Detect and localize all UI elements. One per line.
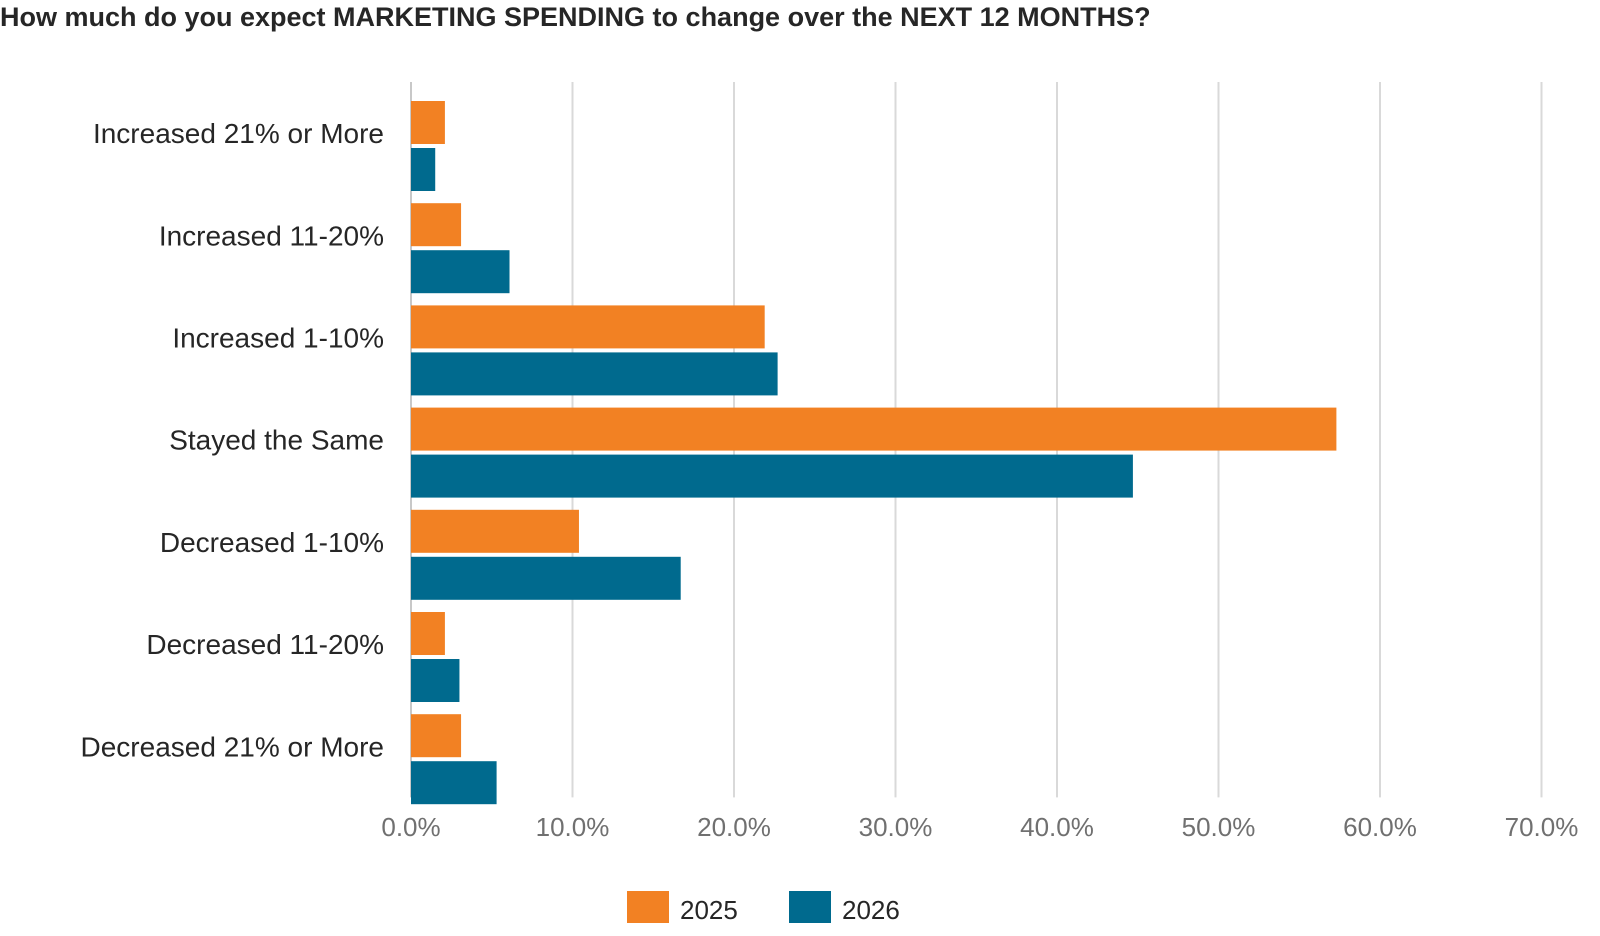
bar-2025: [411, 305, 765, 349]
x-tick-label: 60.0%: [1343, 812, 1417, 842]
x-tick-label: 50.0%: [1182, 812, 1256, 842]
category-label: Increased 1-10%: [172, 323, 384, 354]
x-tick-label: 30.0%: [859, 812, 933, 842]
bar-2026: [411, 352, 778, 396]
bar-2026: [411, 250, 510, 294]
x-tick-label: 20.0%: [697, 812, 771, 842]
legend-label: 2025: [680, 895, 738, 925]
bar-2025: [411, 509, 579, 553]
x-tick-label: 10.0%: [536, 812, 610, 842]
x-tick-label: 40.0%: [1020, 812, 1094, 842]
chart-title: How much do you expect MARKETING SPENDIN…: [0, 2, 1151, 32]
category-label: Increased 11-20%: [159, 220, 384, 251]
bar-2025: [411, 714, 462, 758]
category-label: Decreased 1-10%: [160, 527, 384, 558]
bar-2025: [411, 407, 1337, 451]
bar-2025: [411, 203, 462, 247]
bar-2026: [411, 659, 460, 702]
category-label: Decreased 11-20%: [146, 629, 384, 660]
bar-2026: [411, 148, 436, 191]
bar-2025: [411, 612, 445, 655]
x-tick-label: 70.0%: [1505, 812, 1579, 842]
legend-swatch-2026: [789, 891, 831, 923]
x-tick-label: 0.0%: [381, 812, 440, 842]
category-label: Decreased 21% or More: [81, 731, 384, 762]
category-label: Increased 21% or More: [93, 118, 384, 149]
bar-2026: [411, 761, 497, 805]
legend-swatch-2025: [627, 891, 669, 923]
legend-label: 2026: [842, 895, 900, 925]
bar-2026: [411, 556, 681, 600]
bar-2025: [411, 101, 445, 144]
category-label: Stayed the Same: [169, 425, 384, 456]
bar-2026: [411, 454, 1133, 498]
